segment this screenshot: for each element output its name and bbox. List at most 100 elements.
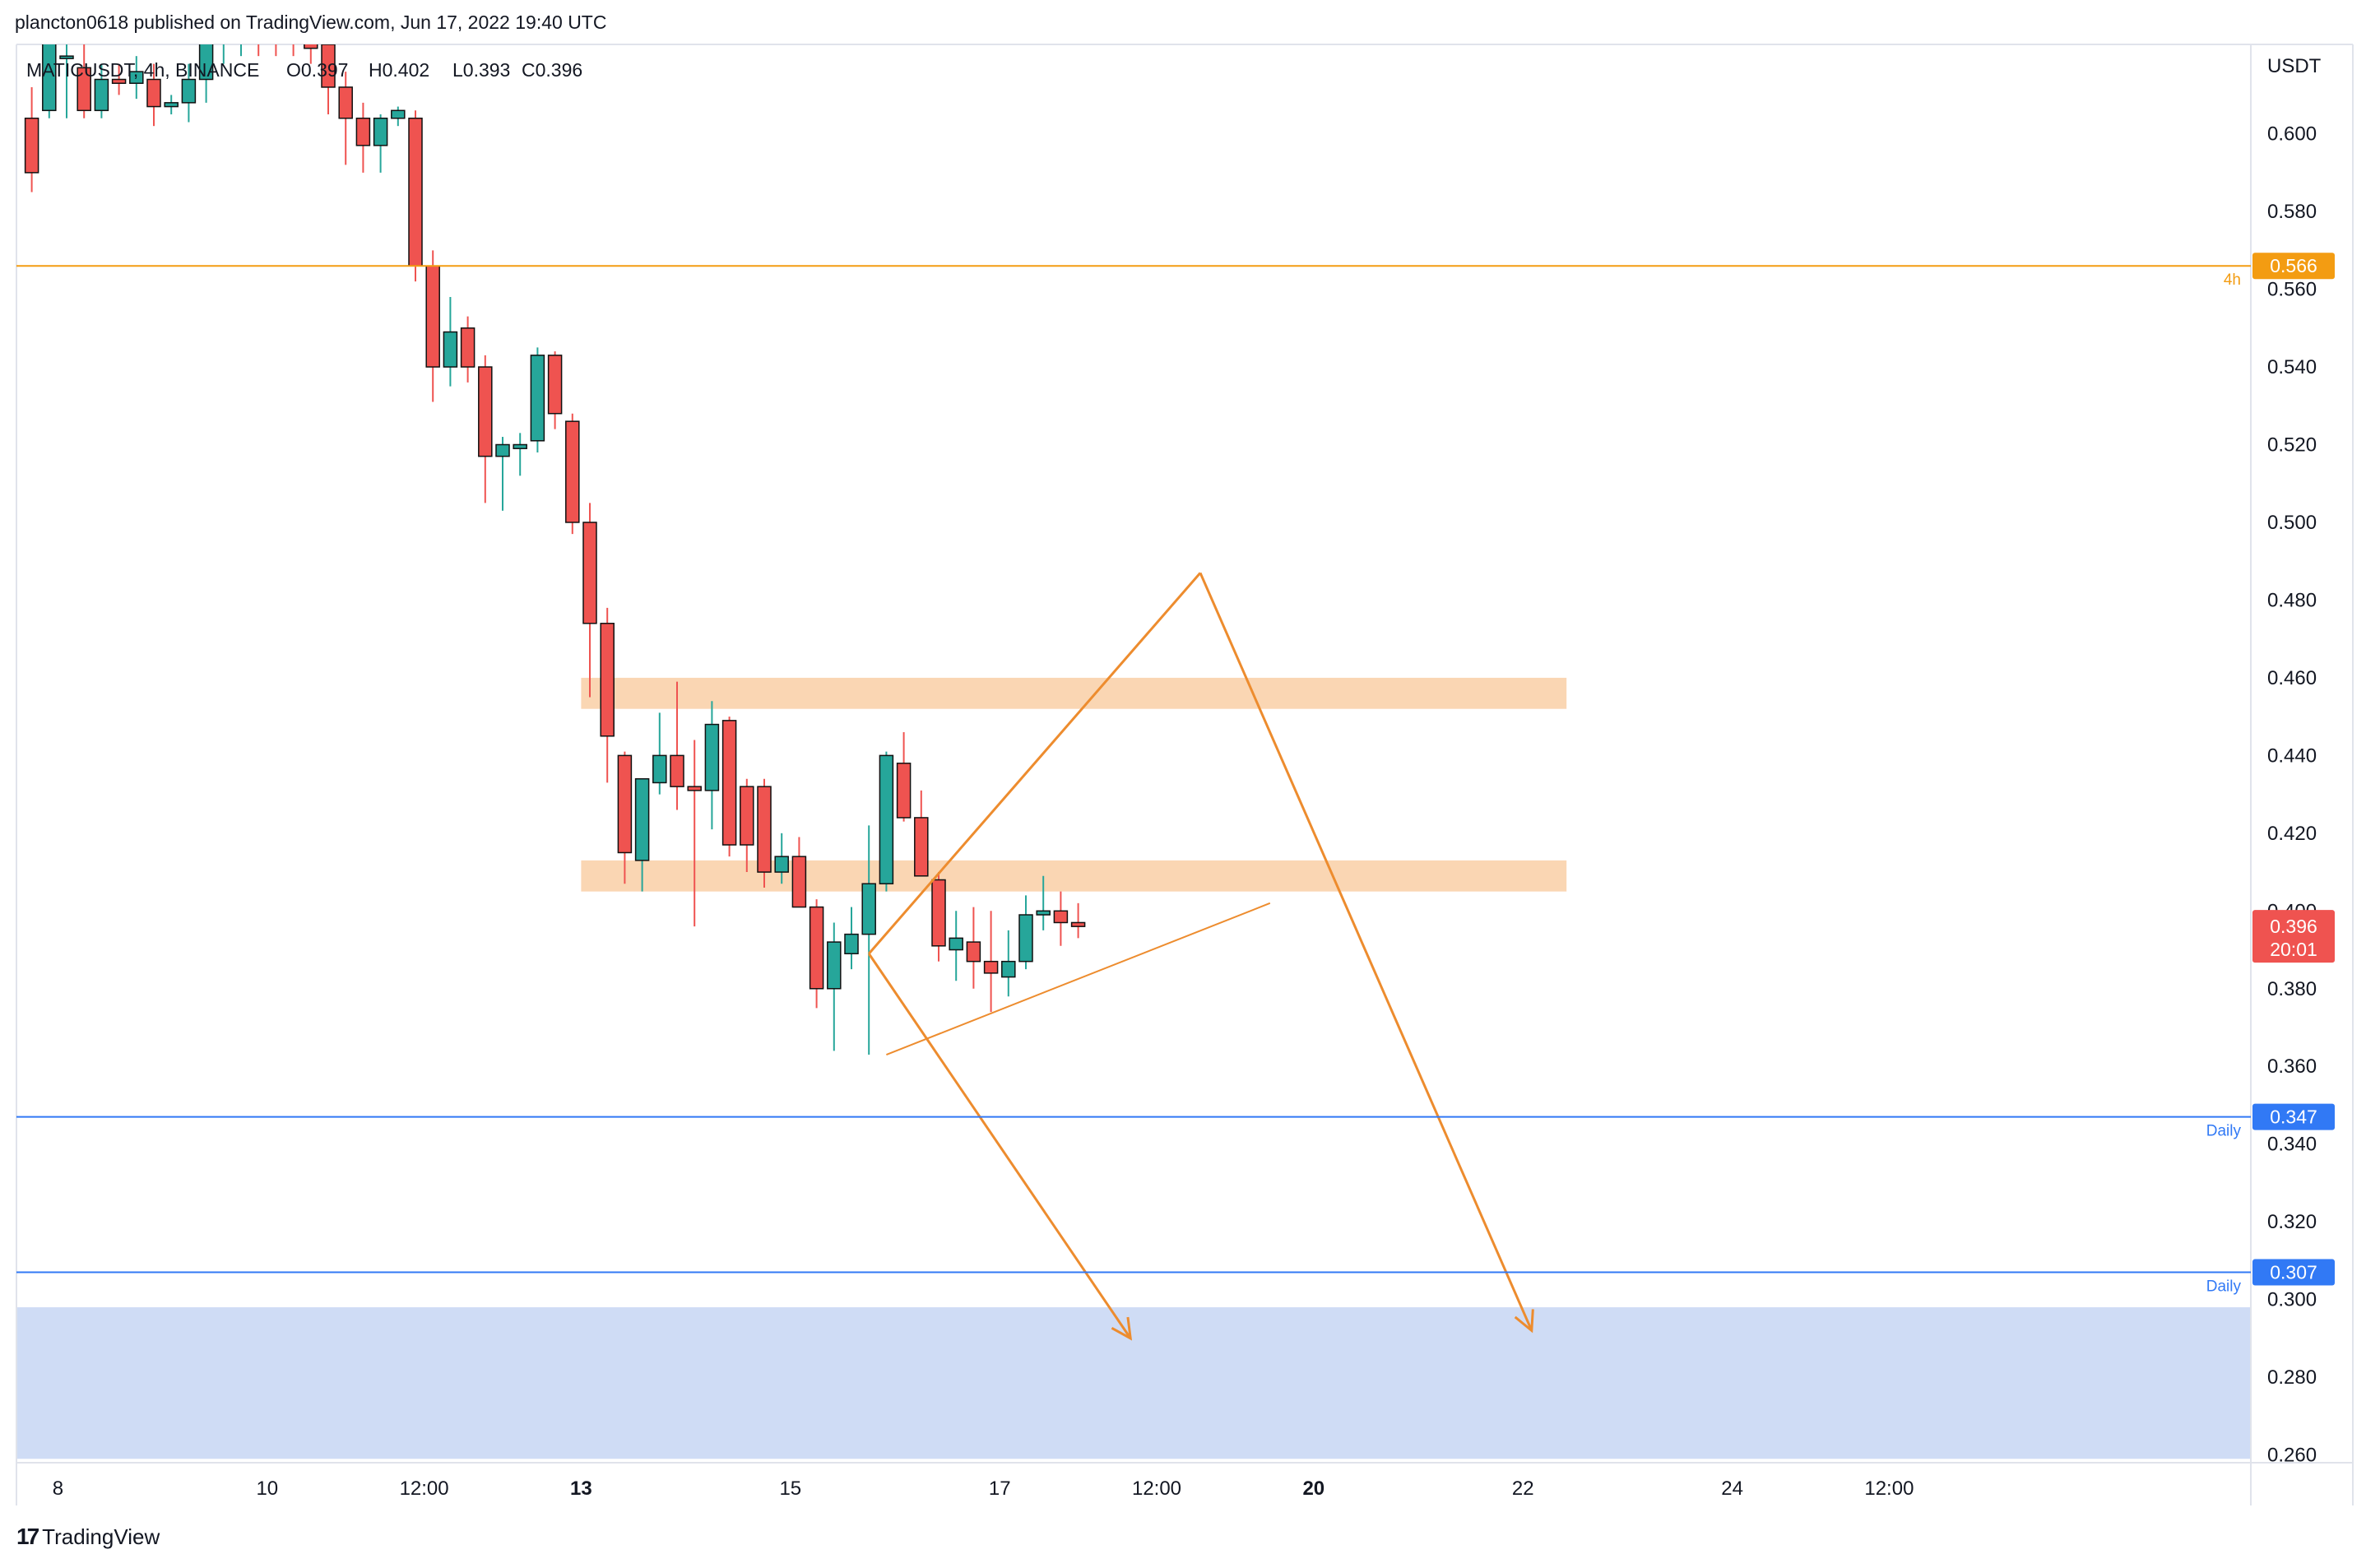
candles-layer	[24, 25, 1086, 1055]
forecast-arrow-line	[867, 953, 1132, 1339]
candle	[721, 717, 737, 857]
time-tick-label: 15	[779, 1478, 801, 1500]
candle-body	[355, 117, 371, 146]
trendline	[886, 902, 1271, 1055]
candle	[879, 751, 894, 892]
candle-body	[234, 29, 248, 36]
footer-brand[interactable]: 17 TradingView	[16, 1524, 160, 1550]
candle-body	[338, 86, 353, 119]
price-tick-label: 0.360	[2267, 1055, 2317, 1078]
candle	[582, 503, 597, 698]
candle	[914, 790, 929, 877]
price-level-badge-text: 0.307	[2270, 1262, 2317, 1283]
candle-body	[252, 25, 265, 36]
candle	[495, 437, 510, 511]
candle	[408, 110, 423, 282]
candle-body	[129, 71, 144, 84]
candle-body	[24, 117, 39, 174]
candle	[652, 712, 667, 795]
candle-body	[1070, 921, 1086, 927]
price-level-badge	[2252, 1259, 2335, 1286]
candle-body	[42, 44, 57, 112]
candle-body	[1036, 910, 1051, 916]
candle	[949, 911, 963, 981]
candle	[146, 63, 161, 127]
candle	[1018, 895, 1033, 970]
candle	[164, 95, 179, 115]
candle-body	[914, 817, 929, 877]
candle-body	[391, 109, 406, 119]
candle-body	[59, 55, 74, 59]
candle	[321, 44, 336, 115]
time-tick-label: 8	[53, 1478, 63, 1500]
time-tick-label: 12:00	[1864, 1478, 1914, 1500]
time-tick-label: 17	[989, 1478, 1011, 1500]
candle-body	[111, 78, 127, 84]
candle	[252, 25, 265, 57]
forecast-arrow-head	[1514, 1309, 1534, 1334]
candle	[844, 907, 859, 970]
candle-body	[425, 265, 440, 368]
candle-body	[757, 786, 772, 873]
candle	[565, 413, 580, 535]
price-axis: USDT 0.600 0.580 0.560 0.540 0.520 0.500 0.480…	[53, 55, 2322, 1500]
candle	[373, 114, 388, 173]
price-tick-label: 0.480	[2267, 589, 2317, 611]
candle	[966, 907, 981, 989]
price-tick-label: 0.280	[2267, 1366, 2317, 1389]
candle	[234, 29, 248, 57]
candle	[129, 56, 144, 100]
candle	[931, 872, 946, 962]
candle	[59, 44, 74, 118]
time-tick-label: 12:00	[1132, 1478, 1181, 1500]
candle	[757, 778, 772, 888]
candle-body	[983, 960, 999, 974]
candle-body	[861, 883, 876, 935]
candle-body	[408, 117, 423, 267]
candle	[600, 607, 615, 783]
candle-body	[443, 331, 458, 368]
candle	[478, 355, 493, 503]
candle-body	[495, 443, 510, 457]
candle	[269, 37, 282, 57]
price-level-badge	[2252, 253, 2335, 280]
symbol-legend: MATICUSDT, 4h, BINANCE O0.397 H0.402 L0.…	[26, 59, 582, 81]
candle	[425, 250, 440, 402]
candle-body	[1053, 910, 1069, 924]
trendline	[1199, 572, 1533, 1332]
candle	[222, 44, 225, 64]
price-tick-label: 0.600	[2267, 123, 2317, 146]
drawings-layer	[867, 572, 1534, 1341]
price-tick-label: 0.440	[2267, 745, 2317, 767]
candle	[670, 681, 684, 810]
candle	[94, 63, 109, 118]
candle	[1001, 930, 1016, 997]
candle	[1070, 902, 1086, 939]
candle	[791, 837, 807, 908]
candle-body	[269, 37, 282, 41]
candle	[687, 740, 702, 927]
zones-layer	[16, 677, 2251, 1459]
candle-body	[634, 777, 650, 861]
candle-body	[774, 856, 789, 873]
legend-close: C0.396	[522, 59, 582, 81]
horizontal-lines-layer: 4h Daily Daily	[16, 265, 2251, 1296]
candle-body	[1018, 914, 1033, 963]
orange-zone-1	[581, 860, 1567, 892]
candle-body	[1001, 960, 1016, 978]
price-tick-label: 0.340	[2267, 1134, 2317, 1156]
candle-body	[896, 763, 912, 819]
horizontal-level-tag: Daily	[2206, 1278, 2242, 1296]
candle-body	[617, 754, 633, 854]
candle-body	[146, 78, 161, 108]
candle-body	[460, 327, 476, 368]
tradingview-brand-label: TradingView	[42, 1524, 160, 1549]
bar-countdown-text: 20:01	[2270, 939, 2317, 960]
candle-body	[565, 420, 580, 523]
candle-body	[687, 786, 702, 791]
candle-body	[652, 754, 667, 784]
candle	[42, 44, 57, 118]
candle	[704, 701, 720, 830]
